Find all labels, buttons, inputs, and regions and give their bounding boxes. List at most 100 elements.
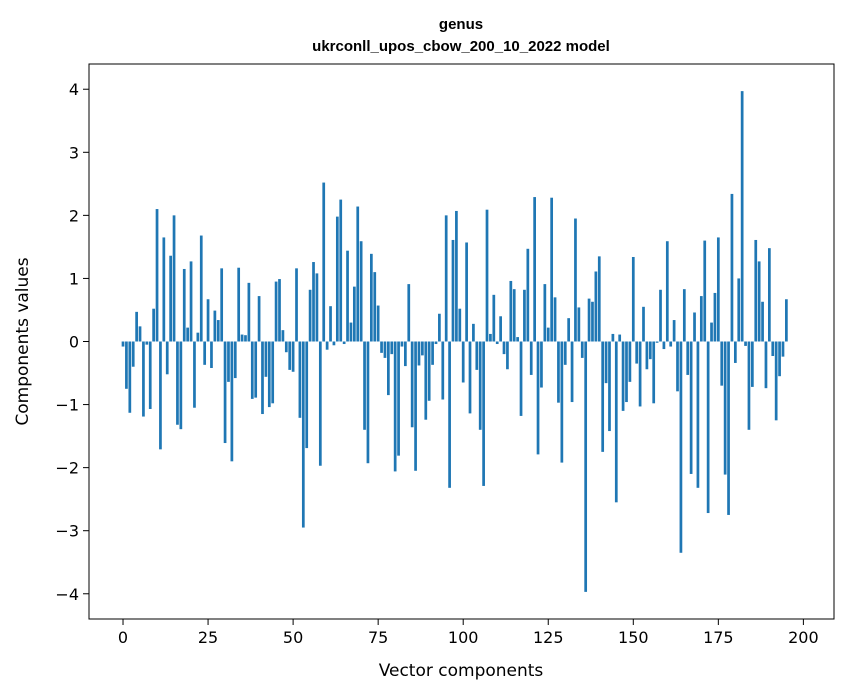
bar <box>482 341 485 486</box>
plot-frame <box>88 63 835 620</box>
bar <box>318 341 322 466</box>
bar <box>604 341 608 384</box>
bar <box>230 341 234 462</box>
bar <box>356 206 360 342</box>
bar <box>278 279 281 342</box>
bar <box>128 341 132 413</box>
bar <box>492 294 496 342</box>
bar <box>346 250 349 342</box>
bar <box>550 197 554 342</box>
bar <box>584 341 588 592</box>
bar <box>325 341 329 350</box>
bar <box>614 341 618 503</box>
bar <box>553 297 557 342</box>
bar <box>693 312 696 342</box>
bar <box>301 341 305 528</box>
bar <box>186 327 190 342</box>
bar <box>778 341 781 377</box>
bar <box>512 289 516 342</box>
bar <box>662 341 666 350</box>
bar <box>210 341 213 368</box>
x-tick-label: 175 <box>703 628 734 647</box>
y-tick-label: −4 <box>55 585 79 604</box>
bar <box>455 210 458 342</box>
bar <box>536 341 540 455</box>
bar <box>414 341 417 471</box>
bar <box>601 341 605 452</box>
bar <box>642 306 645 342</box>
bar <box>761 301 764 342</box>
bar <box>669 341 673 347</box>
bar <box>533 197 536 342</box>
bar <box>716 237 720 342</box>
bar <box>271 341 275 404</box>
bar <box>196 332 200 342</box>
bar <box>781 341 785 357</box>
bar <box>125 341 128 389</box>
bar <box>577 307 581 342</box>
y-tick-label: 1 <box>69 269 79 288</box>
bar <box>169 255 173 342</box>
bar <box>199 235 203 342</box>
chart-title: genus <box>439 16 483 33</box>
bar <box>699 296 703 342</box>
bar <box>703 240 707 342</box>
bar <box>148 341 152 409</box>
bar <box>274 281 278 342</box>
bar <box>648 341 652 360</box>
bar <box>315 273 319 342</box>
bar <box>597 256 601 342</box>
bar <box>438 313 441 342</box>
bar <box>312 262 315 342</box>
bar <box>240 334 244 342</box>
bar <box>645 341 649 370</box>
bar <box>247 282 251 342</box>
bar <box>257 296 261 342</box>
bar <box>618 334 622 342</box>
bar <box>785 299 788 342</box>
bar <box>475 341 479 370</box>
bar <box>485 209 489 342</box>
bar <box>509 280 513 342</box>
x-tick-label: 50 <box>283 628 303 647</box>
bar <box>472 323 475 342</box>
bar <box>380 341 383 353</box>
bar <box>489 333 492 342</box>
bar <box>339 199 343 342</box>
bar <box>659 289 662 342</box>
bar <box>478 341 482 430</box>
bar <box>213 310 217 342</box>
bar <box>682 289 686 342</box>
bar <box>261 341 264 415</box>
bar <box>744 341 747 346</box>
bar <box>254 341 258 398</box>
bar <box>179 341 183 430</box>
bar <box>366 341 370 464</box>
bar <box>730 193 734 342</box>
bar <box>400 341 404 347</box>
bar <box>676 341 679 392</box>
y-axis-ticks: −4 −3 −2 −1 0 1 2 3 4 <box>55 80 89 604</box>
bar <box>421 341 424 356</box>
bar <box>291 341 295 372</box>
bar <box>298 341 302 418</box>
y-axis-label: Components values <box>13 257 33 425</box>
bar <box>580 341 584 358</box>
y-tick-label: 2 <box>69 206 79 225</box>
bar <box>557 341 560 403</box>
bar <box>404 341 407 367</box>
bar <box>747 341 751 430</box>
bar <box>591 301 594 342</box>
y-tick-label: 0 <box>69 333 79 352</box>
bar <box>710 322 713 342</box>
bar <box>424 341 428 420</box>
bar <box>352 286 356 342</box>
bar <box>376 305 380 342</box>
bar <box>322 182 326 342</box>
bar <box>264 341 268 377</box>
bar <box>363 341 366 430</box>
bar <box>335 216 339 342</box>
bar <box>451 239 455 342</box>
bar <box>754 239 758 342</box>
bar <box>560 341 564 463</box>
